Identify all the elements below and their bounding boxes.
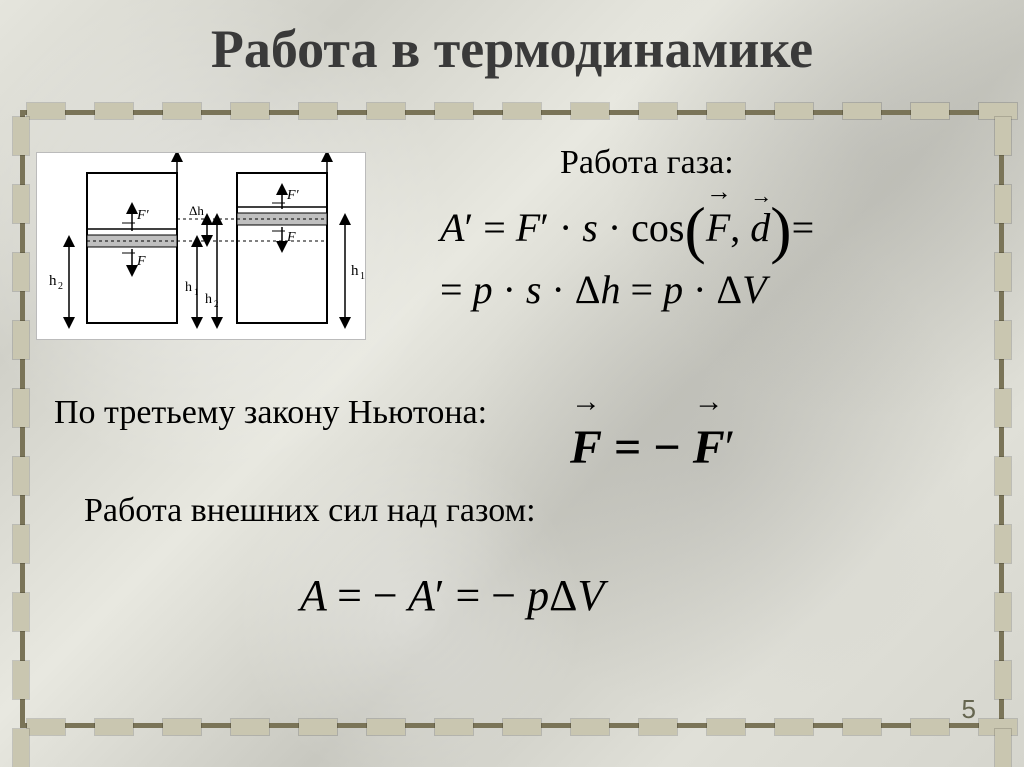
eq-sym: s: [582, 205, 598, 250]
eq-sym: ′: [540, 205, 549, 250]
slide: Работа в термодинамике F′: [0, 0, 1024, 767]
eq-sym: ′: [435, 571, 445, 620]
eq-sym: s: [526, 267, 542, 312]
eq-sym: ′: [464, 205, 473, 250]
svg-text:1: 1: [360, 271, 365, 282]
eq-sym: Δ: [549, 571, 577, 620]
eq-sym: ·: [551, 267, 574, 312]
eq-sym: p: [527, 571, 549, 620]
eq-sym: = −: [455, 571, 527, 620]
equation-newton: →F = − →F′: [570, 420, 735, 475]
eq-sym: A: [440, 205, 464, 250]
eq-sym: ,: [730, 205, 750, 250]
eq-sym: A: [408, 571, 435, 620]
eq-sym: F: [693, 421, 725, 474]
page-number: 5: [962, 694, 976, 725]
eq-sym: ·: [693, 267, 716, 312]
eq-sym: = −: [337, 571, 398, 620]
eq-sym: =: [631, 267, 664, 312]
equation-external-work: A = − A′ = − pΔV: [300, 570, 604, 621]
eq-sym: =: [483, 205, 516, 250]
eq-sym: = −: [614, 421, 681, 474]
eq-sym: d: [750, 205, 770, 250]
svg-text:2: 2: [58, 281, 63, 292]
eq-sym: p: [473, 267, 493, 312]
piston-diagram: F′ F F′ F h2 h1 h2: [36, 152, 366, 340]
svg-text:1: 1: [194, 287, 199, 297]
newton-law-label: По третьему закону Ньютона:: [54, 394, 487, 432]
eq-sym: ·: [503, 267, 526, 312]
svg-text:F′: F′: [286, 188, 300, 203]
eq-sym: p: [663, 267, 683, 312]
equation-gas-work: A′ = F′ · s · cos(→F, →d)= = p · s · Δh …: [440, 188, 814, 328]
svg-text:F′: F′: [136, 208, 150, 223]
eq-sym: Δ: [575, 267, 601, 312]
svg-text:h: h: [185, 280, 192, 295]
svg-text:F: F: [286, 230, 296, 245]
piston-diagram-svg: F′ F F′ F h2 h1 h2: [37, 153, 367, 341]
eq-sym: F: [570, 421, 602, 474]
svg-text:h: h: [205, 292, 212, 307]
eq-sym: ′: [725, 421, 736, 474]
eq-sym: F: [706, 205, 730, 250]
eq-sym: A: [300, 571, 326, 620]
svg-text:h: h: [351, 263, 359, 279]
svg-text:F: F: [136, 254, 146, 269]
slide-title: Работа в термодинамике: [0, 18, 1024, 80]
eq-sym: cos: [631, 205, 684, 250]
svg-text:Δh: Δh: [189, 203, 204, 218]
eq-sym: ·: [608, 205, 631, 250]
svg-text:h: h: [49, 273, 57, 289]
eq-sym: =: [440, 267, 473, 312]
external-forces-label: Работа внешних сил над газом:: [84, 492, 536, 530]
eq-sym: V: [577, 571, 604, 620]
eq-sym: h: [601, 267, 621, 312]
svg-text:2: 2: [214, 299, 219, 309]
eq-sym: =: [792, 205, 815, 250]
eq-sym: ·: [559, 205, 582, 250]
eq-sym: Δ: [716, 267, 742, 312]
eq-sym: F: [516, 205, 540, 250]
eq-sym: V: [742, 267, 766, 312]
